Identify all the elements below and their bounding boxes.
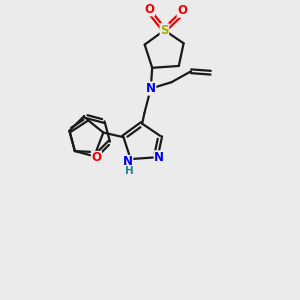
- Text: N: N: [154, 151, 164, 164]
- Text: S: S: [160, 24, 169, 37]
- Text: N: N: [146, 82, 156, 95]
- Text: N: N: [123, 155, 133, 169]
- Text: O: O: [92, 152, 101, 164]
- Text: H: H: [125, 166, 134, 176]
- Text: O: O: [144, 3, 154, 16]
- Text: O: O: [177, 4, 187, 17]
